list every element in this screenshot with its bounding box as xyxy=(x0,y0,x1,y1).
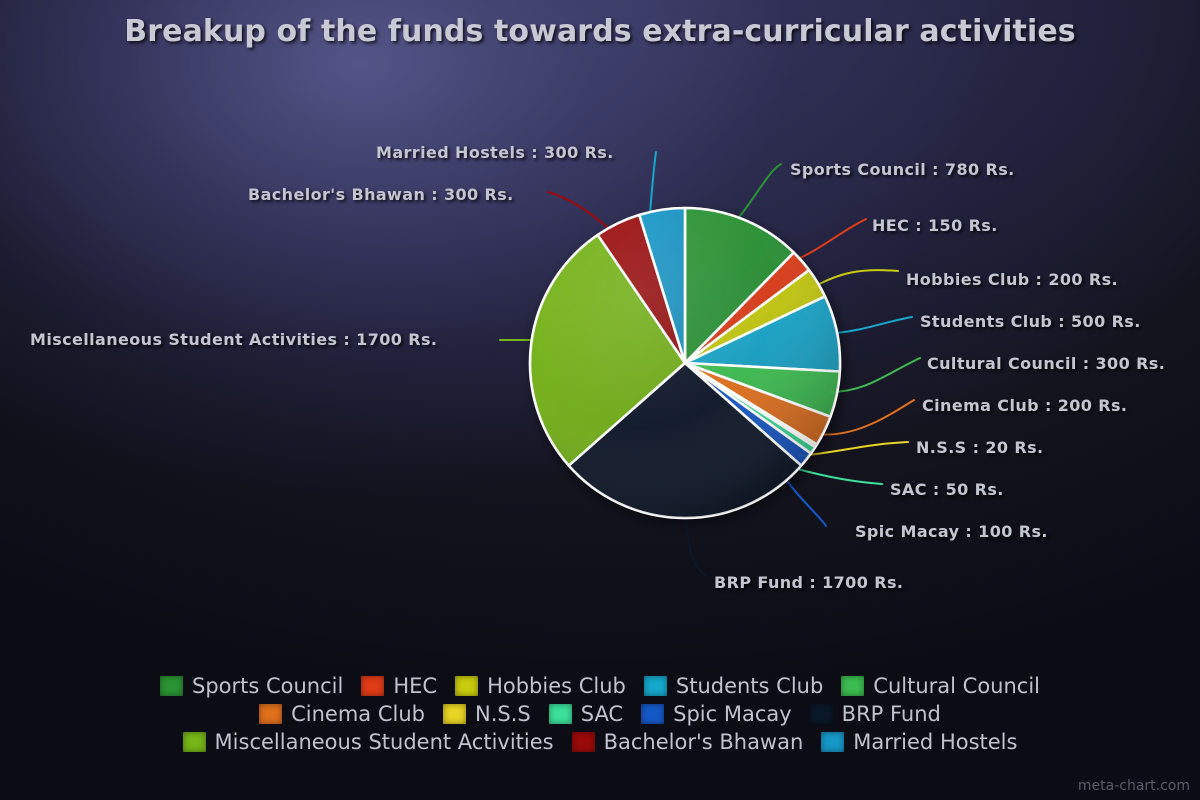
legend-item[interactable]: Sports Council xyxy=(159,673,344,698)
legend-item[interactable]: BRP Fund xyxy=(809,701,941,726)
watermark: meta-chart.com xyxy=(1077,778,1190,794)
legend-color-swatch xyxy=(809,704,833,724)
callout-label-brp-fund: BRP Fund : 1700 Rs. xyxy=(714,573,904,592)
legend-color-swatch xyxy=(182,732,206,752)
legend-item-label: Cinema Club xyxy=(291,701,425,726)
leader-line-married-hostels xyxy=(649,151,657,215)
legend-row-1: Sports Council HEC Hobbies Club Students Cl… xyxy=(0,672,1200,700)
legend-item-label: Bachelor's Bhawan xyxy=(603,729,804,754)
leader-line-students-club xyxy=(835,316,913,334)
callout-label-cinema-club: Cinema Club : 200 Rs. xyxy=(922,396,1128,415)
legend-item-label: HEC xyxy=(393,673,438,698)
leader-line-brp-fund xyxy=(685,519,707,577)
callout-label-cultural-council: Cultural Council : 300 Rs. xyxy=(927,354,1166,373)
leader-line-sac xyxy=(793,467,883,485)
legend-item[interactable]: SAC xyxy=(548,701,624,726)
legend-row-2: Cinema Club N.S.S SAC Spic Macay BRP Fund xyxy=(0,700,1200,728)
legend-color-swatch xyxy=(442,704,466,724)
legend-item-label: Cultural Council xyxy=(873,673,1041,698)
legend-item[interactable]: Cultural Council xyxy=(841,673,1041,698)
callout-label-bachelors-bhawan: Bachelor's Bhawan : 300 Rs. xyxy=(248,185,514,204)
legend-item[interactable]: Cinema Club xyxy=(259,701,425,726)
legend-item-label: SAC xyxy=(580,701,624,726)
callout-label-misc-student-acts: Miscellaneous Student Activities : 1700 … xyxy=(30,330,438,349)
legend-item-label: Spic Macay xyxy=(673,701,792,726)
legend-item-label: Hobbies Club xyxy=(487,673,626,698)
legend: Sports Council HEC Hobbies Club Students Cl… xyxy=(0,672,1200,756)
callout-label-hobbies-club: Hobbies Club : 200 Rs. xyxy=(906,270,1119,289)
legend-item-label: N.S.S xyxy=(474,701,531,726)
leader-line-spic-macay xyxy=(781,473,827,527)
legend-color-swatch xyxy=(361,676,385,696)
legend-color-swatch xyxy=(548,704,572,724)
pie-slices: Sports Council : 780 Rs.HEC : 150 Rs.Hob… xyxy=(528,206,842,520)
leader-line-cultural-council xyxy=(829,357,921,393)
legend-item[interactable]: HEC xyxy=(361,673,438,698)
legend-item[interactable]: Hobbies Club xyxy=(455,673,626,698)
leader-line-sports-council xyxy=(739,163,782,217)
legend-item-label: Sports Council xyxy=(191,673,344,698)
legend-color-swatch xyxy=(641,704,665,724)
page-title: Breakup of the funds towards extra-curri… xyxy=(124,14,1076,49)
legend-item-label: Miscellaneous Student Activities xyxy=(214,729,554,754)
leader-line-hec xyxy=(799,218,867,259)
legend-color-swatch xyxy=(571,732,595,752)
legend-item[interactable]: Miscellaneous Student Activities xyxy=(182,729,554,754)
legend-color-swatch xyxy=(821,732,845,752)
legend-color-swatch xyxy=(841,676,865,696)
callout-label-sac: SAC : 50 Rs. xyxy=(890,480,1004,499)
legend-color-swatch xyxy=(259,704,283,724)
leader-line-bachelors-bhawan xyxy=(547,191,609,229)
callout-label-hec: HEC : 150 Rs. xyxy=(872,216,998,235)
callout-label-spic-macay: Spic Macay : 100 Rs. xyxy=(855,522,1048,541)
legend-item[interactable]: N.S.S xyxy=(442,701,531,726)
legend-item[interactable]: Bachelor's Bhawan xyxy=(571,729,804,754)
legend-item-label: Married Hostels xyxy=(853,729,1018,754)
legend-item[interactable]: Married Hostels xyxy=(821,729,1018,754)
leader-line-hobbies-club xyxy=(811,269,899,289)
callout-label-students-club: Students Club : 500 Rs. xyxy=(920,312,1141,331)
legend-row-3: Miscellaneous Student Activities Bachelor… xyxy=(0,728,1200,756)
legend-item[interactable]: Spic Macay xyxy=(641,701,792,726)
callout-label-sports-council: Sports Council : 780 Rs. xyxy=(790,160,1015,179)
legend-item[interactable]: Students Club xyxy=(643,673,824,698)
legend-color-swatch xyxy=(643,676,667,696)
legend-item-label: Students Club xyxy=(675,673,824,698)
legend-item-label: BRP Fund xyxy=(841,701,941,726)
callout-label-nss: N.S.S : 20 Rs. xyxy=(916,438,1044,457)
legend-color-swatch xyxy=(159,676,183,696)
legend-color-swatch xyxy=(455,676,479,696)
callout-label-married-hostels: Married Hostels : 300 Rs. xyxy=(376,143,614,162)
